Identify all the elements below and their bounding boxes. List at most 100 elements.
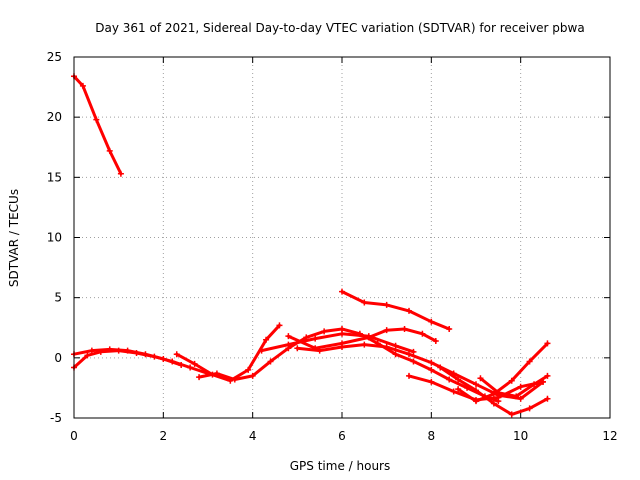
x-tick-label: 8 xyxy=(428,429,436,443)
y-tick-label: 25 xyxy=(47,50,62,64)
data-point xyxy=(321,328,328,335)
data-point xyxy=(477,375,484,382)
data-point xyxy=(401,325,408,332)
series-arc-11 xyxy=(437,364,551,418)
series-arc-5 xyxy=(196,325,502,405)
data-point xyxy=(285,333,292,340)
data-point xyxy=(526,358,533,365)
data-point xyxy=(517,395,524,402)
series-arc-3 xyxy=(71,346,185,369)
data-point xyxy=(526,405,533,412)
data-point xyxy=(383,327,390,334)
x-axis-label: GPS time / hours xyxy=(290,459,391,473)
x-tick-label: 2 xyxy=(160,429,168,443)
series-arc-7 xyxy=(285,325,439,352)
x-tick-label: 12 xyxy=(602,429,617,443)
series-arc-6 xyxy=(258,330,417,355)
data-point xyxy=(117,170,124,177)
data-point xyxy=(508,377,515,384)
data-point xyxy=(428,366,435,373)
data-point xyxy=(455,376,462,383)
data-point xyxy=(432,337,439,344)
data-point xyxy=(473,387,479,394)
series-line xyxy=(456,341,549,403)
data-point xyxy=(285,341,292,348)
series-line xyxy=(175,323,281,383)
data-point xyxy=(106,346,113,353)
x-tick-label: 6 xyxy=(338,429,346,443)
data-point xyxy=(428,359,435,366)
data-point xyxy=(437,364,444,371)
data-point xyxy=(473,381,479,388)
data-point xyxy=(406,372,412,379)
data-point xyxy=(392,342,399,349)
data-point xyxy=(406,351,412,358)
data-point xyxy=(517,383,524,390)
data-point xyxy=(490,390,497,397)
series-line xyxy=(340,290,451,331)
data-point xyxy=(392,351,399,358)
data-point xyxy=(508,411,515,418)
data-point xyxy=(361,299,368,306)
data-point xyxy=(544,340,551,347)
data-point xyxy=(88,347,95,354)
grid xyxy=(74,57,610,418)
x-tick-label: 4 xyxy=(249,429,257,443)
data-point xyxy=(419,330,426,337)
data-point xyxy=(249,372,256,379)
data-point xyxy=(490,400,497,407)
series-arc-13 xyxy=(477,372,551,400)
series-line xyxy=(286,327,438,350)
data-point xyxy=(231,376,238,383)
data-point xyxy=(124,347,131,354)
x-tick-label: 10 xyxy=(513,429,528,443)
data-point xyxy=(531,381,538,388)
series-arc-9 xyxy=(339,288,453,332)
data-point xyxy=(339,330,345,337)
data-point xyxy=(312,335,319,342)
data-point xyxy=(365,334,372,341)
chart-title: Day 361 of 2021, Sidereal Day-to-day VTE… xyxy=(95,21,584,35)
data-point xyxy=(93,116,100,123)
data-point xyxy=(446,325,453,332)
data-point xyxy=(191,360,198,367)
y-tick-label: 10 xyxy=(47,231,62,245)
data-point xyxy=(84,352,91,359)
y-tick-label: 5 xyxy=(54,291,62,305)
y-tick-label: 0 xyxy=(54,351,62,365)
data-point xyxy=(383,344,390,351)
data-point xyxy=(410,358,417,365)
data-point xyxy=(361,341,368,348)
data-point xyxy=(196,374,203,381)
data-point xyxy=(187,364,194,371)
data-point xyxy=(142,351,149,358)
x-tick-label: 0 xyxy=(70,429,78,443)
series-arc-4 xyxy=(173,322,283,384)
data-point xyxy=(495,389,502,396)
plot-area xyxy=(71,73,551,418)
data-point xyxy=(263,336,270,343)
data-point xyxy=(173,351,180,358)
data-point xyxy=(245,366,252,373)
y-tick-label: -5 xyxy=(50,411,62,425)
data-point xyxy=(410,348,417,355)
data-point xyxy=(276,322,283,329)
series-arc-1 xyxy=(71,73,124,177)
y-tick-label: 20 xyxy=(47,110,62,124)
data-point xyxy=(473,398,479,405)
data-point xyxy=(544,395,551,402)
data-point xyxy=(406,307,412,314)
data-point xyxy=(79,82,86,89)
data-point xyxy=(267,358,274,365)
data-point xyxy=(339,288,345,295)
series-arc-12 xyxy=(455,340,551,405)
data-point xyxy=(213,370,220,377)
data-point xyxy=(339,344,345,351)
data-point xyxy=(428,378,435,385)
data-point xyxy=(455,386,462,393)
data-point xyxy=(383,301,390,308)
series-line xyxy=(72,74,123,176)
data-point xyxy=(450,388,457,395)
series-line xyxy=(295,343,545,401)
